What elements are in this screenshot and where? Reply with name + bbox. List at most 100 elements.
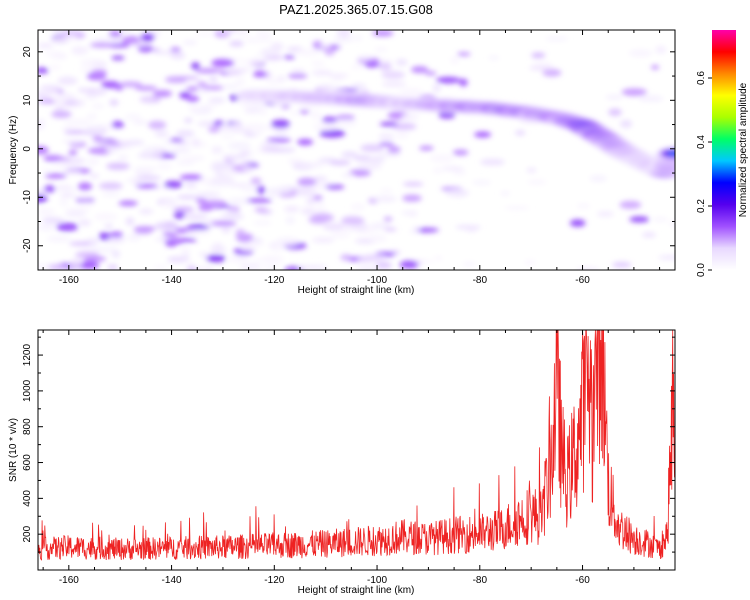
snr-y-tick-label: 400 xyxy=(22,490,33,507)
spectrogram-noise-blob xyxy=(528,65,554,71)
spectrogram-noise-blob xyxy=(125,217,135,226)
spectrogram-noise-blob xyxy=(121,35,141,45)
spectrogram-noise-blob xyxy=(186,230,212,236)
spectrogram-y-tick-label: 20 xyxy=(22,46,33,58)
spectrogram-noise-blob xyxy=(195,68,222,74)
snr-y-axis-label: SNR (10 * v/v) xyxy=(8,418,19,482)
spectrogram-noise-blob xyxy=(148,120,167,130)
spectrogram-noise-blob xyxy=(324,48,335,56)
spectrogram-noise-blob xyxy=(369,222,391,230)
spectrogram-noise-blob xyxy=(256,38,272,43)
spectrogram-noise-blob xyxy=(605,94,624,100)
spectrogram-noise-blob xyxy=(256,185,266,195)
spectrogram-noise-blob xyxy=(154,221,179,231)
spectrogram-noise-blob xyxy=(154,130,169,138)
spectrogram-noise-blob xyxy=(383,216,393,222)
spectrogram-noise-blob xyxy=(450,56,460,65)
spectrogram-noise-blob xyxy=(295,48,321,57)
spectrogram-noise-blob xyxy=(235,228,246,238)
spectrogram-noise-blob xyxy=(198,203,214,212)
spectrogram-noise-blob xyxy=(401,210,411,215)
spectrogram-noise-blob xyxy=(133,120,148,125)
spectrogram-noise-blob xyxy=(250,177,262,185)
spectrogram-noise-blob xyxy=(198,252,208,257)
spectrogram-noise-blob xyxy=(107,264,118,270)
spectrogram-noise-blob xyxy=(223,84,239,89)
spectrogram-noise-blob xyxy=(298,264,318,270)
spectrogram-noise-blob xyxy=(75,197,95,203)
spectrogram-noise-blob xyxy=(432,84,441,93)
spectrogram-noise-blob xyxy=(488,55,500,60)
spectrogram-noise-blob xyxy=(86,157,100,166)
spectrogram-noise-blob xyxy=(206,254,226,263)
snr-series-line xyxy=(38,330,675,561)
spectrogram-noise-blob xyxy=(317,44,332,49)
spectrogram-noise-blob xyxy=(408,230,419,234)
spectrogram-noise-blob xyxy=(104,236,126,244)
spectrogram-noise-blob xyxy=(51,37,68,44)
spectrogram-noise-blob xyxy=(44,173,67,179)
spectrogram-noise-blob xyxy=(118,200,138,207)
spectrogram-noise-blob xyxy=(402,194,422,202)
spectrogram-noise-blob xyxy=(153,265,169,269)
spectrogram-noise-blob xyxy=(51,110,72,119)
spectrogram-noise-blob xyxy=(341,151,358,158)
spectrogram-noise-blob xyxy=(652,217,668,222)
spectrogram-noise-blob xyxy=(80,58,106,68)
spectrogram-noise-blob xyxy=(301,209,316,215)
spectrogram-noise-blob xyxy=(368,156,385,164)
spectrogram-noise-blob xyxy=(46,235,71,242)
spectrogram-noise-blob xyxy=(395,58,408,66)
spectrogram-noise-blob xyxy=(245,38,261,43)
spectrogram-noise-blob xyxy=(74,193,93,199)
spectrogram-noise-blob xyxy=(180,156,205,162)
spectrogram-noise-blob xyxy=(38,146,49,155)
spectrogram-noise-blob xyxy=(191,62,200,70)
spectrogram-noise-blob xyxy=(194,32,216,37)
spectrogram-noise-blob xyxy=(180,246,191,255)
spectrogram-noise-blob xyxy=(291,68,306,74)
colorbar-tick-label: 0.2 xyxy=(696,199,707,213)
spectrogram-noise-blob xyxy=(170,47,181,52)
spectrogram-noise-blob xyxy=(465,226,478,233)
spectrogram-noise-blob xyxy=(90,246,116,253)
spectrogram-noise-blob xyxy=(311,60,326,67)
spectrogram-noise-blob xyxy=(298,163,324,168)
snr-y-tick-label: 800 xyxy=(22,418,33,435)
spectrogram-noise-blob xyxy=(312,122,338,131)
spectrogram-noise-blob xyxy=(109,99,119,106)
spectrogram-noise-blob xyxy=(341,172,355,178)
spectrogram-noise-blob xyxy=(186,86,199,92)
spectrogram-noise-blob xyxy=(504,205,530,210)
spectrogram-noise-blob xyxy=(299,109,310,114)
spectrogram-noise-blob xyxy=(434,255,443,261)
spectrogram-noise-blob xyxy=(524,259,536,265)
spectrogram-noise-blob xyxy=(120,30,131,34)
spectrogram-noise-blob xyxy=(312,175,328,182)
spectrogram-noise-blob xyxy=(283,55,296,60)
spectrogram-noise-blob xyxy=(209,176,236,185)
spectrogram-noise-blob xyxy=(196,81,207,87)
spectrogram-noise-blob xyxy=(163,180,183,189)
spectrogram-noise-blob xyxy=(139,95,162,104)
chart-title: PAZ1.2025.365.07.15.G08 xyxy=(279,2,433,17)
spectrogram-noise-blob xyxy=(357,55,374,60)
spectrogram-noise-blob xyxy=(221,225,231,234)
spectrogram-noise-blob xyxy=(329,159,351,166)
spectrogram-noise-blob xyxy=(210,220,237,227)
spectrogram-noise-blob xyxy=(255,52,273,57)
spectrogram-noise-blob xyxy=(462,261,476,267)
spectrogram-noise-blob xyxy=(137,45,154,53)
spectrogram-noise-blob xyxy=(41,167,51,173)
spectrogram-noise-blob xyxy=(270,119,291,129)
spectrogram-x-tick-label: -160 xyxy=(59,275,79,286)
spectrogram-noise-blob xyxy=(140,33,155,42)
spectrogram-noise-blob xyxy=(38,208,55,216)
spectrogram-noise-blob xyxy=(59,197,69,207)
spectrogram-noise-blob xyxy=(267,78,280,86)
spectrogram-noise-blob xyxy=(181,253,190,261)
spectrogram-noise-blob xyxy=(356,163,383,170)
spectrogram-noise-blob xyxy=(322,223,347,231)
spectrogram-noise-blob xyxy=(336,30,351,37)
